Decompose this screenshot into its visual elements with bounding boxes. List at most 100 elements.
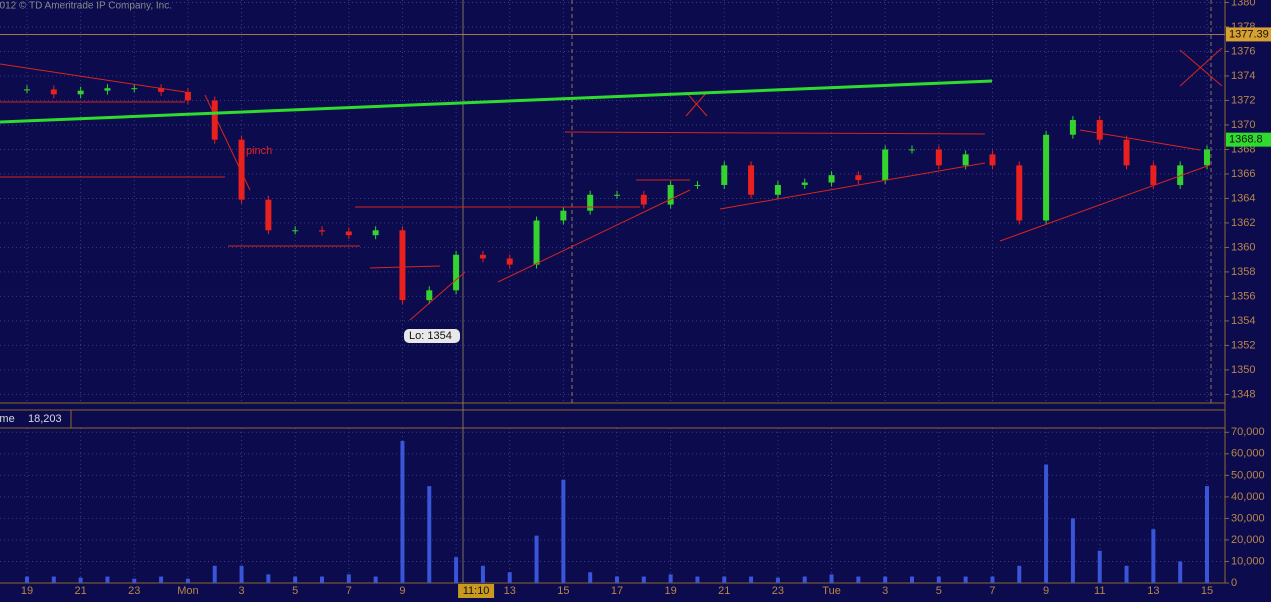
- candle: [774, 184, 781, 195]
- candle: [1069, 120, 1076, 135]
- volume-bar: [856, 576, 861, 583]
- x-tick-label: 11:10: [463, 585, 490, 597]
- volume-bar: [910, 576, 914, 583]
- cursor-time-box: [458, 584, 495, 598]
- candle: [399, 230, 406, 301]
- candle: [560, 210, 567, 221]
- y-tick-label: 1350: [1231, 364, 1255, 376]
- y-tick-label: 60,000: [1231, 448, 1265, 460]
- y-tick-label: 1360: [1231, 241, 1255, 253]
- x-tick-label: 5: [292, 585, 298, 597]
- y-tick-label: 1348: [1231, 388, 1255, 400]
- volume-bar: [990, 576, 995, 583]
- volume-bar: [1124, 565, 1129, 583]
- candle: [1096, 120, 1103, 140]
- volume-bar: [1205, 486, 1209, 583]
- volume-bar: [1070, 518, 1075, 583]
- candle: [882, 149, 889, 181]
- candle: [1043, 134, 1050, 221]
- candle: [909, 149, 915, 151]
- volume-bar: [78, 577, 83, 583]
- candle: [1150, 165, 1157, 185]
- candle: [533, 220, 540, 265]
- candle: [1204, 149, 1210, 166]
- candle: [426, 290, 433, 301]
- y-tick-label: 1380: [1231, 0, 1255, 8]
- volume-bar: [320, 576, 324, 583]
- candle: [265, 199, 272, 231]
- y-tick-label: 50,000: [1231, 469, 1265, 481]
- candle: [506, 258, 513, 265]
- volume-bar: [749, 576, 754, 583]
- volume-bar: [159, 576, 164, 583]
- candle: [748, 165, 755, 195]
- candle: [372, 230, 379, 236]
- volume-bar: [51, 576, 56, 583]
- volume-bar: [668, 574, 673, 583]
- candle: [238, 139, 245, 200]
- x-tick-label: 7: [346, 585, 352, 597]
- x-tick-label: 23: [772, 585, 784, 597]
- volume-bar: [1017, 565, 1022, 583]
- volume-bar: [722, 576, 727, 583]
- candle: [24, 89, 30, 91]
- volume-bar: [883, 576, 888, 583]
- candle: [131, 88, 138, 90]
- y-tick-label: 1376: [1231, 45, 1255, 57]
- y-tick-label: 1366: [1231, 168, 1255, 180]
- volume-bar: [507, 572, 512, 583]
- trend-line: [0, 79, 993, 124]
- volume-bar: [1178, 561, 1183, 583]
- marks: [24, 84, 1210, 583]
- y-tick-label: 1358: [1231, 266, 1255, 278]
- volume-bar: [212, 565, 217, 583]
- y-tick-label: 1356: [1231, 290, 1255, 302]
- y-tick-label: 1352: [1231, 339, 1255, 351]
- volume-bar: [132, 578, 137, 583]
- volume-bar: [1097, 550, 1102, 583]
- y-tick-label: 0: [1231, 577, 1237, 589]
- x-tick-label: 3: [238, 585, 244, 597]
- candle: [50, 89, 57, 95]
- volume-bar: [1151, 529, 1156, 583]
- x-tick-label: 13: [1147, 585, 1159, 597]
- candle: [479, 254, 486, 259]
- candle: [292, 230, 299, 232]
- annotation: pinch: [246, 145, 272, 157]
- x-tick-label: 23: [128, 585, 140, 597]
- current-price-label: 1368.8: [1229, 134, 1263, 146]
- candle: [989, 154, 996, 166]
- annotation: Lo: 1354: [409, 330, 452, 342]
- candle: [667, 184, 674, 205]
- candle: [158, 88, 165, 92]
- candle: [935, 149, 942, 166]
- candle: [640, 194, 647, 205]
- y-tick-label: 1370: [1231, 119, 1255, 131]
- y-tick-label: 1372: [1231, 94, 1255, 106]
- volume-bar: [588, 572, 593, 583]
- volume-bar: [427, 486, 432, 583]
- volume-bar: [561, 479, 566, 583]
- x-tick-label: 9: [1043, 585, 1049, 597]
- candle: [1016, 165, 1023, 221]
- candle: [1123, 139, 1130, 166]
- x-tick-label: 17: [611, 585, 623, 597]
- x-tick-label: 21: [718, 585, 730, 597]
- x-tick-label: 21: [75, 585, 87, 597]
- candle: [211, 100, 218, 140]
- candle: [345, 231, 352, 236]
- volume-bar: [1044, 464, 1049, 583]
- x-tick-label: Tue: [822, 585, 841, 597]
- candle: [453, 254, 460, 291]
- volume-bar: [239, 565, 244, 583]
- candle: [587, 194, 594, 211]
- volume-bar: [346, 574, 351, 583]
- y-tick-label: 1378: [1231, 21, 1255, 33]
- x-tick-label: 11: [1094, 585, 1105, 597]
- y-tick-label: 1362: [1231, 217, 1255, 229]
- volume-bar: [373, 576, 378, 583]
- volume-bar: [454, 557, 459, 583]
- volume-bar: [963, 576, 968, 583]
